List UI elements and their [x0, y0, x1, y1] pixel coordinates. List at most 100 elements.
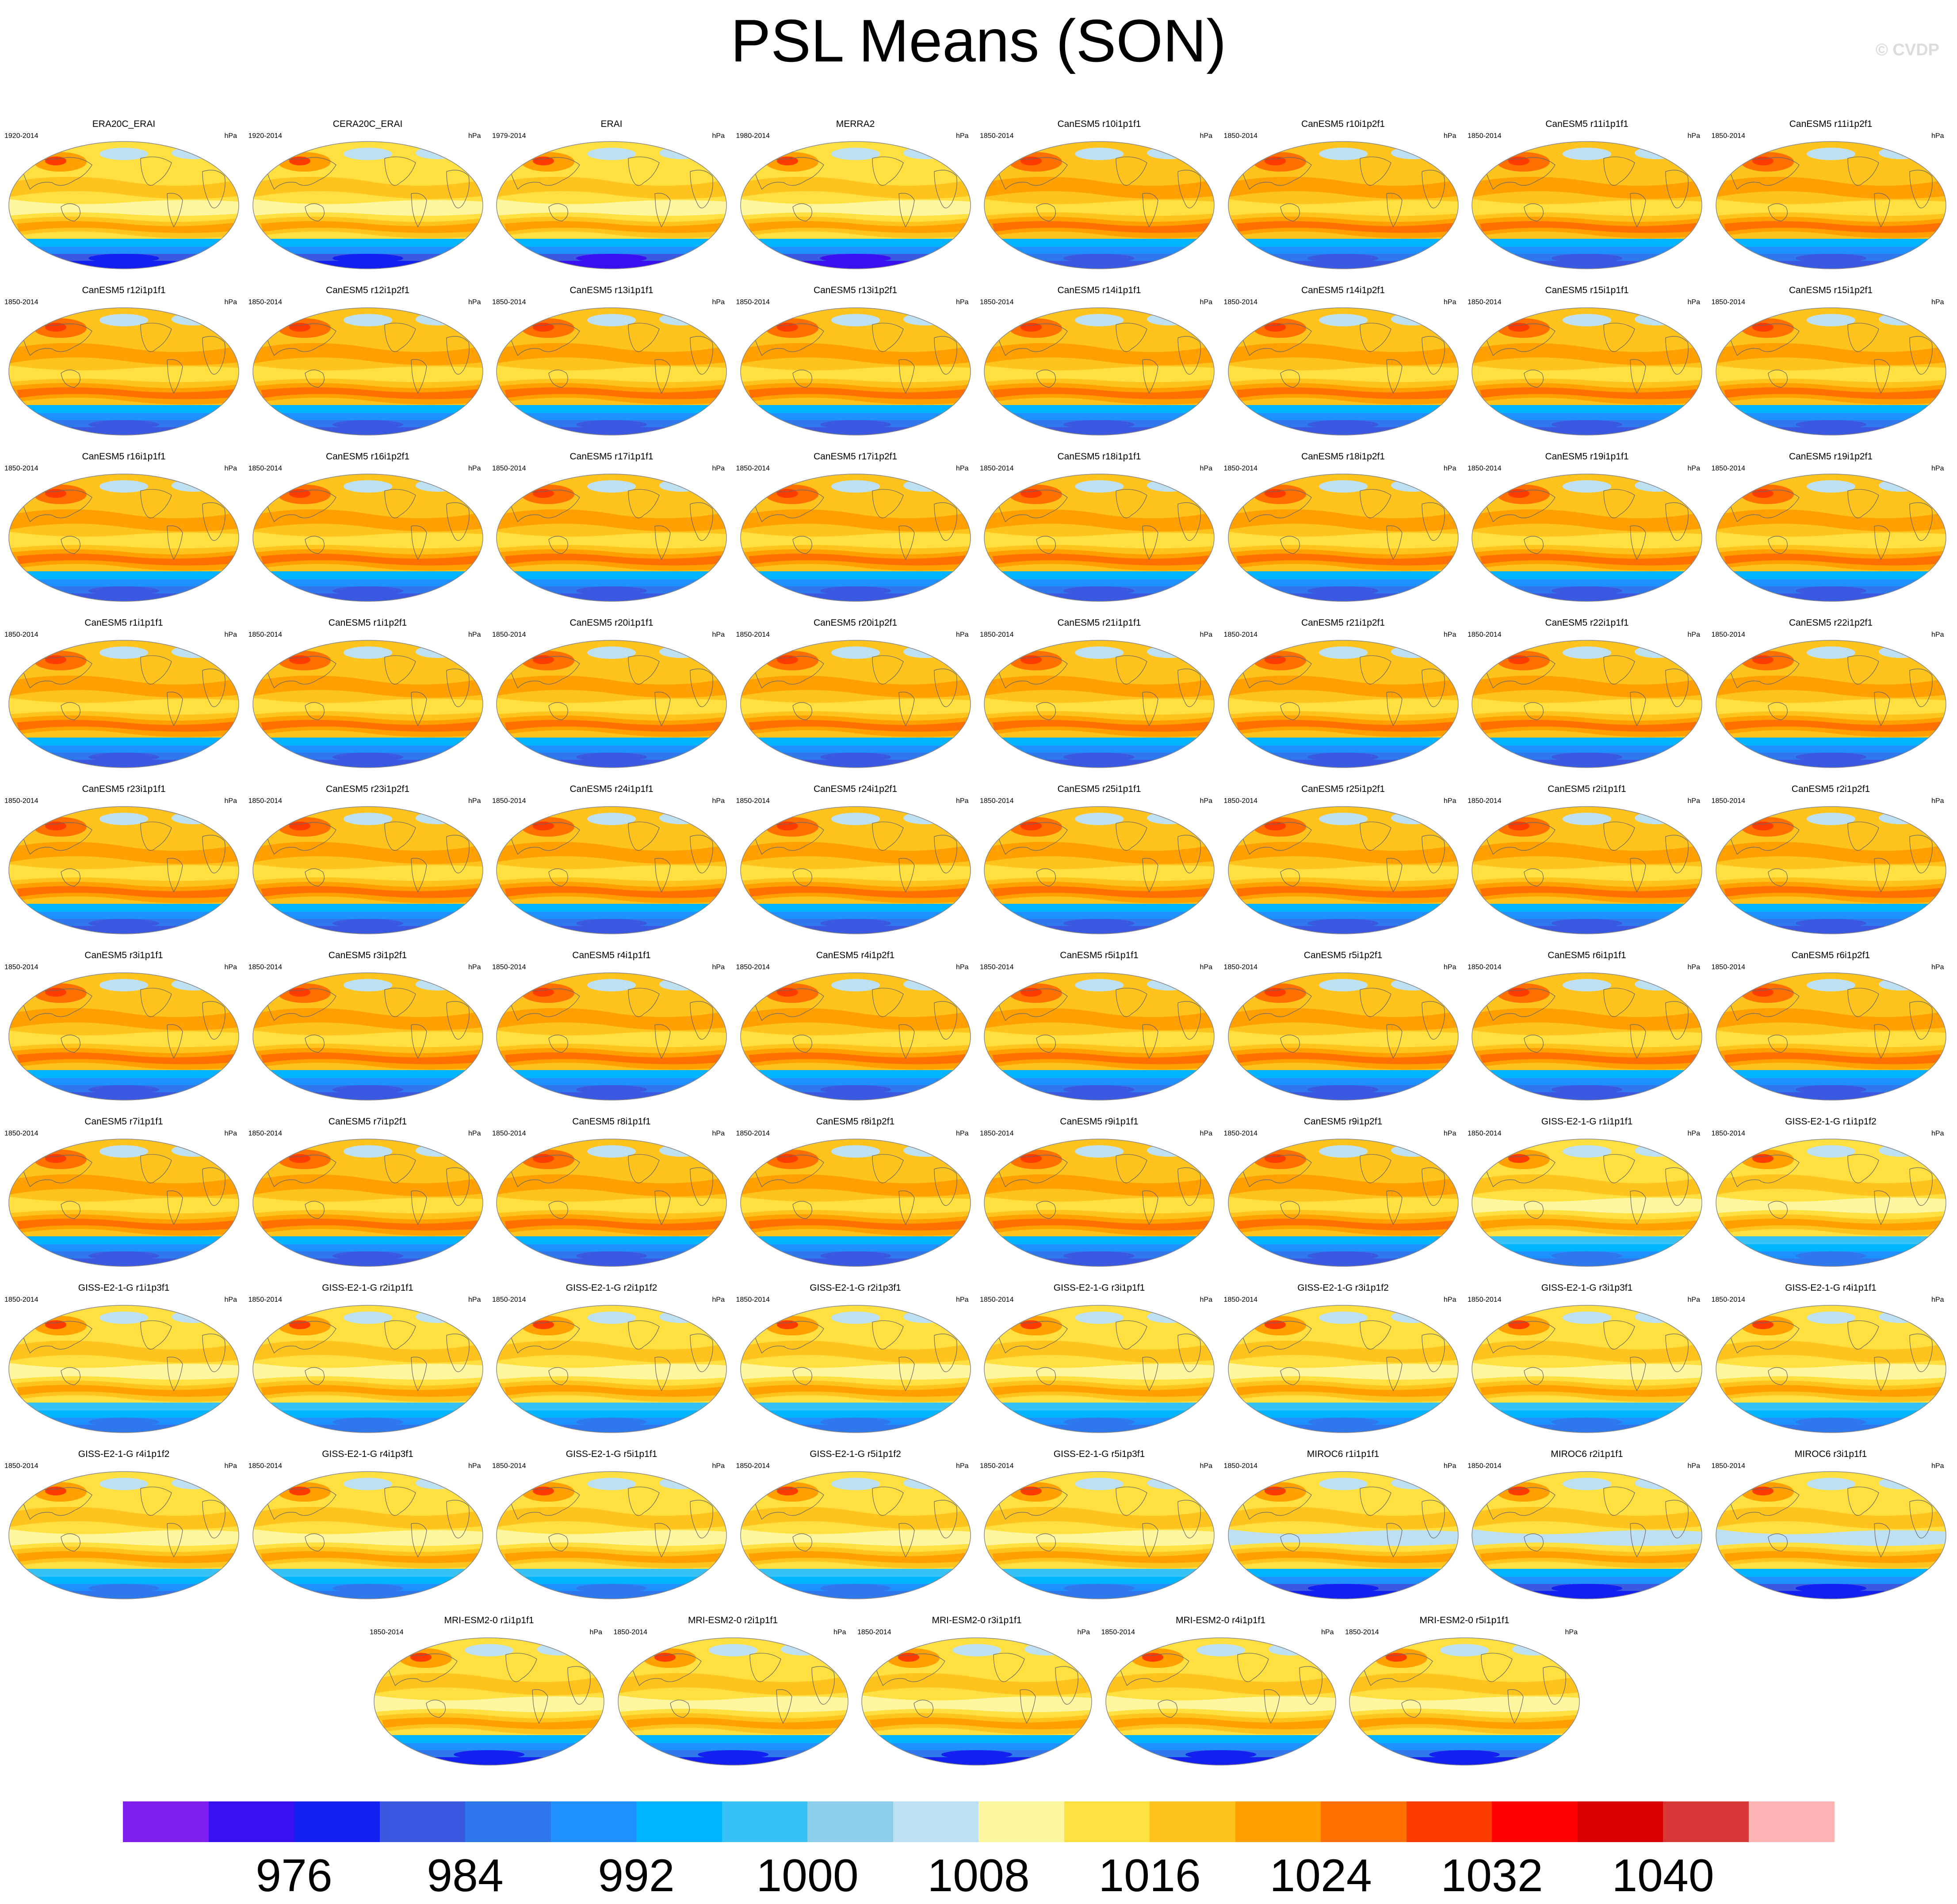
- north-america-coastline: [1359, 655, 1391, 684]
- map-panel: GISS-E2-1-G r2i1p1f1 1850-2014 hPa: [248, 1282, 487, 1437]
- aleutian-low: [587, 314, 636, 326]
- north-america-coastline: [140, 1154, 172, 1183]
- africa-coastline: [1665, 1001, 1689, 1040]
- southern-ocean-low-2: [252, 912, 483, 919]
- antarctic-trough-core: [820, 254, 891, 263]
- siberian-high-core: [45, 822, 66, 830]
- africa-coastline: [1909, 170, 1933, 209]
- panel-title: CanESM5 r2i1p1f1: [1548, 784, 1626, 794]
- nh-subtropical-high: [740, 343, 971, 365]
- icelandic-low: [172, 147, 216, 159]
- antarctic-trough-core: [332, 919, 403, 928]
- antarctic-trough-core: [1064, 1418, 1135, 1426]
- panel-units: hPa: [712, 797, 725, 805]
- panel-title: CanESM5 r16i1p2f1: [325, 451, 410, 462]
- south-america-coastline: [410, 1523, 427, 1558]
- globe-outline: [496, 806, 727, 934]
- aleutian-low: [1563, 646, 1611, 659]
- map-panel: MERRA2 1980-2014 hPa: [736, 119, 975, 273]
- southern-ocean-low-1: [252, 1403, 483, 1411]
- panel-title: GISS-E2-1-G r2i1p1f2: [566, 1283, 657, 1293]
- nh-subtropical-high: [740, 1008, 971, 1030]
- globe-map: [1472, 1471, 1702, 1599]
- equatorial-band: [252, 864, 483, 881]
- siberian-high-core: [289, 1320, 310, 1329]
- nh-subtropical-high: [252, 509, 483, 531]
- antarctic-trough-core: [454, 1750, 524, 1759]
- africa-coastline: [1909, 1500, 1933, 1539]
- southern-ocean-low-2: [252, 746, 483, 753]
- panel-units: hPa: [468, 1296, 481, 1304]
- globe-outline: [252, 307, 483, 436]
- aleutian-low: [1319, 1145, 1368, 1158]
- globe-map: [1227, 1305, 1459, 1433]
- antarctic-trough-core: [1795, 753, 1866, 761]
- asia-coastline: [1484, 489, 1556, 523]
- siberian-high-core: [289, 822, 310, 830]
- icelandic-low: [415, 646, 460, 658]
- map-panel: CanESM5 r6i1p2f1 1850-2014 hPa: [1712, 950, 1950, 1105]
- map-panel: GISS-E2-1-G r1i1p3f1 1850-2014 hPa: [4, 1282, 243, 1437]
- equatorial-band: [740, 698, 971, 715]
- north-america-coastline: [871, 1154, 904, 1183]
- equatorial-band: [252, 698, 483, 715]
- aleutian-low: [99, 148, 148, 160]
- globe-outline: [1472, 1471, 1702, 1599]
- panel-units: hPa: [468, 1130, 481, 1137]
- southern-ocean-low-2: [252, 1577, 483, 1584]
- panel-years: 1850-2014: [1711, 963, 1746, 971]
- globe-map: [252, 1139, 483, 1267]
- south-america-coastline: [898, 1523, 915, 1558]
- globe-outline: [496, 1305, 727, 1433]
- aleutian-low: [1319, 646, 1368, 659]
- australia-coastline: [1280, 535, 1300, 554]
- southern-ocean-low-2: [740, 579, 971, 586]
- globe-map: [1715, 474, 1946, 602]
- africa-coastline: [1421, 1167, 1445, 1206]
- antarctic-trough-core: [1307, 254, 1379, 263]
- map-panel: GISS-E2-1-G r3i1p3f1 1850-2014 hPa: [1468, 1282, 1706, 1437]
- asia-coastline: [508, 988, 580, 1021]
- antarctic-trough-core: [1064, 420, 1135, 429]
- africa-coastline: [1909, 835, 1933, 874]
- aleutian-low: [1563, 148, 1611, 160]
- equatorial-band: [1472, 864, 1702, 881]
- aleutian-low: [99, 480, 148, 493]
- colorbar-tick-label: 976: [256, 1850, 333, 1901]
- antarctic-trough-core: [1429, 1750, 1500, 1759]
- colorbar-swatch: [722, 1801, 808, 1842]
- icelandic-low: [1878, 812, 1923, 824]
- southern-ocean-low-1: [1472, 904, 1702, 912]
- panel-title: CanESM5 r12i1p1f1: [82, 285, 166, 295]
- north-america-coastline: [1116, 323, 1147, 352]
- north-america-coastline: [1847, 1487, 1879, 1516]
- equatorial-band: [740, 1529, 971, 1546]
- sh-high-core: [748, 720, 965, 732]
- map-panel: CanESM5 r2i1p2f1 1850-2014 hPa: [1712, 784, 1950, 938]
- icelandic-low: [659, 479, 703, 492]
- australia-coastline: [304, 702, 325, 720]
- panel-years: 1850-2014: [4, 1462, 38, 1470]
- map-panel: ERAI 1979-2014 hPa: [492, 119, 731, 273]
- africa-coastline: [202, 1334, 226, 1373]
- australia-coastline: [1524, 702, 1544, 720]
- asia-coastline: [996, 656, 1068, 689]
- southern-ocean-low-1: [740, 405, 971, 413]
- nh-subtropical-high: [497, 1506, 726, 1529]
- sh-high-core: [748, 221, 965, 233]
- globe-outline: [496, 141, 727, 269]
- south-america-coastline: [654, 525, 671, 560]
- panel-title: MRI-ESM2-0 r5i1p1f1: [1419, 1615, 1510, 1625]
- siberian-high-core: [45, 489, 66, 498]
- aleutian-low: [1075, 979, 1124, 991]
- globe-map: [984, 474, 1215, 602]
- siberian-high-core: [1264, 655, 1286, 664]
- australia-coastline: [61, 1367, 80, 1385]
- map-panel: CanESM5 r24i1p2f1 1850-2014 hPa: [736, 784, 975, 938]
- sh-high-core: [17, 387, 233, 399]
- panel-title: CanESM5 r3i1p2f1: [328, 950, 407, 960]
- south-america-coastline: [1630, 1190, 1646, 1225]
- asia-coastline: [508, 1155, 580, 1188]
- map-panel: MIROC6 r3i1p1f1 1850-2014 hPa: [1712, 1449, 1950, 1603]
- antarctic-trough-core: [820, 1085, 891, 1094]
